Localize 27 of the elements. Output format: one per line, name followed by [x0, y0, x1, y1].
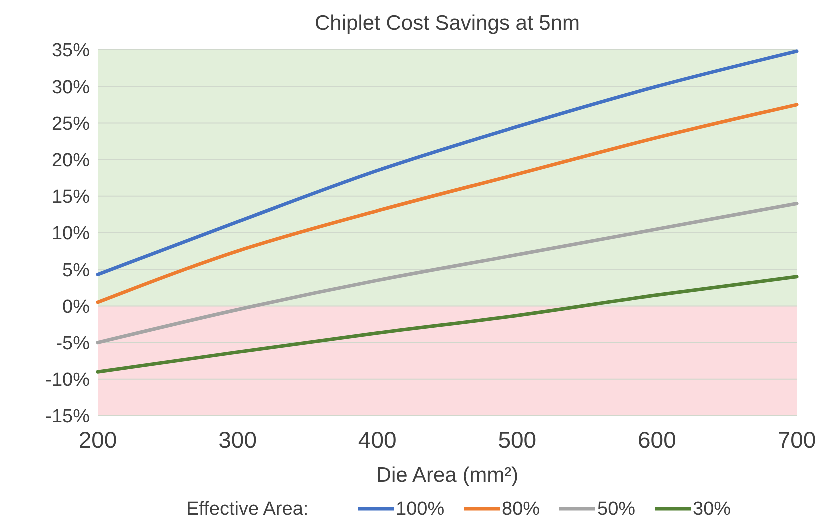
y-tick-label: -10%	[46, 370, 90, 392]
y-tick-label: 5%	[62, 260, 90, 282]
x-tick-label: 400	[358, 427, 397, 453]
y-tick-label: 10%	[52, 224, 90, 245]
line-series	[96, 275, 799, 374]
line-series	[96, 202, 799, 345]
y-tick-label: 20%	[52, 150, 90, 172]
y-tick-label: 15%	[52, 187, 90, 208]
y-tick-label: 30%	[52, 77, 90, 98]
y-tick-label: -5%	[56, 333, 90, 354]
x-axis-title: Die Area (mm²)	[376, 464, 519, 487]
x-tick-label: 200	[78, 427, 118, 453]
x-tick-label: 300	[218, 427, 257, 453]
y-tick-label: 0%	[62, 296, 90, 318]
legend-title: Effective Area:	[186, 499, 309, 520]
y-tick-label: -15%	[46, 406, 90, 428]
x-tick-label: 700	[778, 427, 816, 453]
y-tick-label: 25%	[52, 114, 90, 135]
y-tick-label: 35%	[52, 40, 90, 62]
x-tick-label: 500	[498, 427, 537, 453]
chart-title: Chiplet Cost Savings at 5nm	[315, 12, 580, 35]
legend-label: 30%	[693, 499, 732, 520]
legend-label: 80%	[502, 499, 540, 520]
legend-label: 50%	[598, 499, 636, 520]
x-tick-label: 600	[638, 427, 676, 453]
legend-label: 100%	[396, 499, 445, 520]
line-series	[96, 103, 799, 304]
